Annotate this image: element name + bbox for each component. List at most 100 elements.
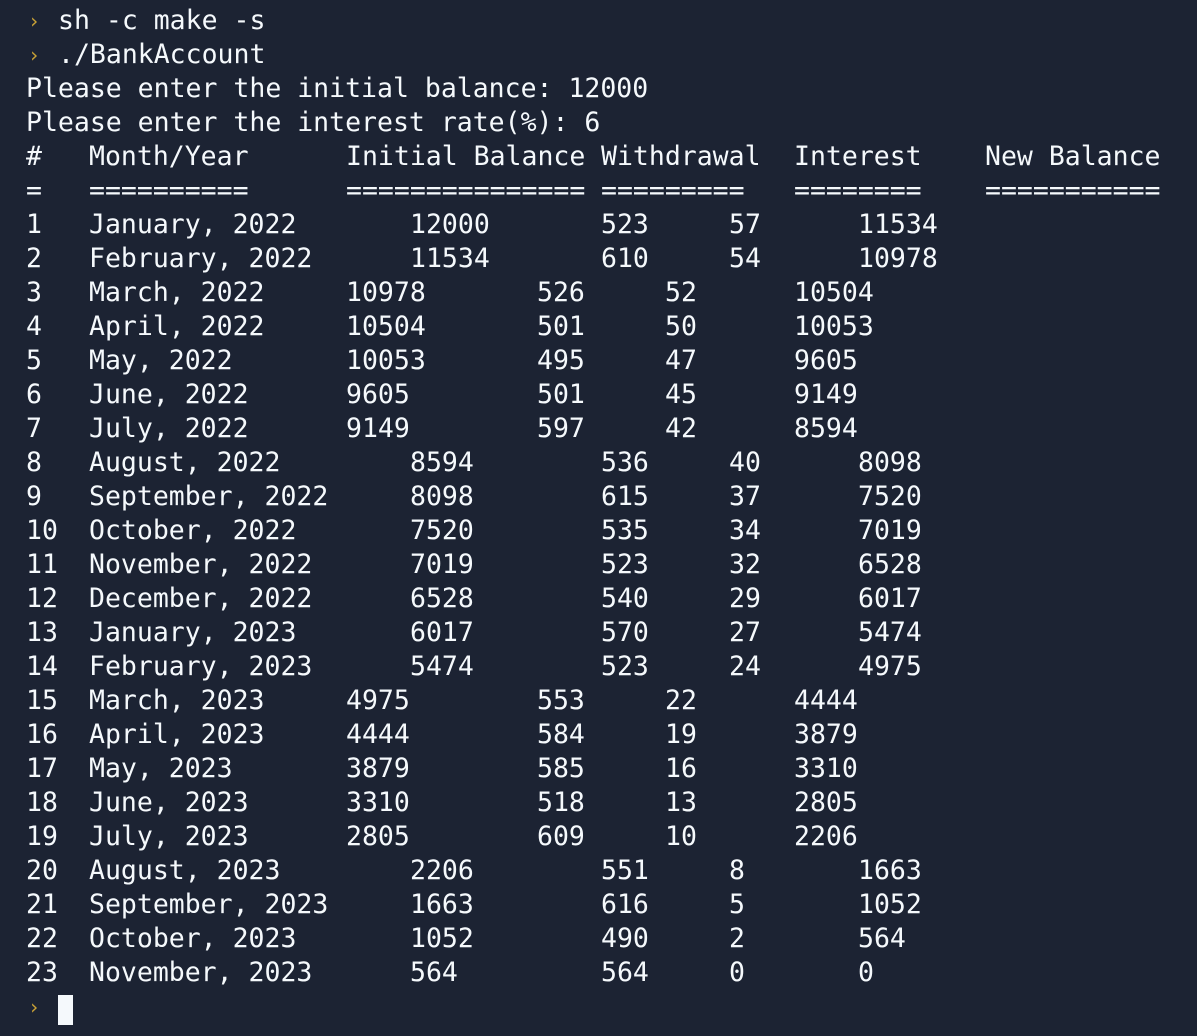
header-initial-balance: Initial Balance: [346, 141, 586, 172]
row-interest: 37: [729, 481, 761, 512]
table-row: 18 June, 2023 3310 518 13 2805: [0, 786, 1197, 820]
row-month-year: October, 2022: [89, 515, 297, 546]
row-withdrawal: 616: [601, 889, 649, 920]
row-initial-balance: 2206: [410, 855, 474, 886]
interest-rate-prompt-text: Please enter the interest rate(%): 6: [26, 107, 601, 138]
row-new-balance: 10053: [794, 311, 874, 342]
row-initial-balance: 564: [410, 957, 458, 988]
header-withdrawal: Withdrawal: [601, 141, 761, 172]
row-month-year: July, 2023: [89, 821, 249, 852]
row-initial-balance: 2805: [346, 821, 410, 852]
table-row: 4 April, 2022 10504 501 50 10053: [0, 310, 1197, 344]
row-interest: 27: [729, 617, 761, 648]
row-new-balance: 1052: [858, 889, 922, 920]
row-initial-balance: 8098: [410, 481, 474, 512]
row-interest: 19: [665, 719, 697, 750]
row-number: 16: [26, 719, 58, 750]
row-month-year: May, 2023: [89, 753, 233, 784]
row-number: 15: [26, 685, 58, 716]
row-withdrawal: 536: [601, 447, 649, 478]
row-withdrawal: 610: [601, 243, 649, 274]
row-number: 18: [26, 787, 58, 818]
table-body: 1 January, 2022 12000 523 57 11534 2 February, …: [0, 208, 1197, 990]
row-interest: 22: [665, 685, 697, 716]
row-interest: 34: [729, 515, 761, 546]
row-number: 9: [26, 481, 42, 512]
row-withdrawal: 490: [601, 923, 649, 954]
row-month-year: April, 2022: [89, 311, 265, 342]
row-month-year: July, 2022: [89, 413, 249, 444]
row-initial-balance: 8594: [410, 447, 474, 478]
row-interest: 13: [665, 787, 697, 818]
row-number: 1: [26, 209, 42, 240]
row-month-year: February, 2023: [89, 651, 313, 682]
underline-interest: ========: [794, 175, 922, 206]
row-initial-balance: 7520: [410, 515, 474, 546]
row-month-year: June, 2022: [89, 379, 249, 410]
row-new-balance: 6017: [858, 583, 922, 614]
row-number: 21: [26, 889, 58, 920]
row-month-year: December, 2022: [89, 583, 313, 614]
row-month-year: April, 2023: [89, 719, 265, 750]
underline-withdrawal: =========: [601, 175, 745, 206]
row-number: 7: [26, 413, 42, 444]
row-month-year: August, 2022: [89, 447, 281, 478]
row-withdrawal: 570: [601, 617, 649, 648]
table-row: 3 March, 2022 10978 526 52 10504: [0, 276, 1197, 310]
row-new-balance: 7520: [858, 481, 922, 512]
row-interest: 24: [729, 651, 761, 682]
row-withdrawal: 535: [601, 515, 649, 546]
header-month-year: Month/Year: [89, 141, 249, 172]
row-number: 8: [26, 447, 42, 478]
row-interest: 57: [729, 209, 761, 240]
table-row: 1 January, 2022 12000 523 57 11534: [0, 208, 1197, 242]
table-row: 14 February, 2023 5474 523 24 4975: [0, 650, 1197, 684]
table-row: 8 August, 2022 8594 536 40 8098: [0, 446, 1197, 480]
row-new-balance: 9605: [794, 345, 858, 376]
row-withdrawal: 495: [537, 345, 585, 376]
row-initial-balance: 9149: [346, 413, 410, 444]
header-new-balance: New Balance: [985, 141, 1161, 172]
command-text: sh -c make -s: [58, 5, 266, 36]
row-number: 5: [26, 345, 42, 376]
row-month-year: March, 2022: [89, 277, 265, 308]
row-interest: 54: [729, 243, 761, 274]
row-initial-balance: 3879: [346, 753, 410, 784]
balance-prompt-text: Please enter the initial balance: 12000: [26, 73, 649, 104]
table-header-row: # Month/Year Initial Balance Withdrawal …: [0, 140, 1197, 174]
row-number: 14: [26, 651, 58, 682]
table-row: 20 August, 2023 2206 551 8 1663: [0, 854, 1197, 888]
row-withdrawal: 597: [537, 413, 585, 444]
table-row: 2 February, 2022 11534 610 54 10978: [0, 242, 1197, 276]
row-new-balance: 2206: [794, 821, 858, 852]
row-number: 12: [26, 583, 58, 614]
row-new-balance: 8594: [794, 413, 858, 444]
table-row: 16 April, 2023 4444 584 19 3879: [0, 718, 1197, 752]
row-new-balance: 0: [858, 957, 874, 988]
row-new-balance: 11534: [858, 209, 938, 240]
row-new-balance: 8098: [858, 447, 922, 478]
row-interest: 0: [729, 957, 745, 988]
row-initial-balance: 1052: [410, 923, 474, 954]
row-month-year: November, 2022: [89, 549, 313, 580]
row-month-year: January, 2023: [89, 617, 297, 648]
row-initial-balance: 11534: [410, 243, 490, 274]
row-new-balance: 3879: [794, 719, 858, 750]
row-initial-balance: 6528: [410, 583, 474, 614]
row-number: 19: [26, 821, 58, 852]
active-prompt-line[interactable]: ›: [0, 990, 1197, 1025]
row-withdrawal: 584: [537, 719, 585, 750]
row-initial-balance: 10978: [346, 277, 426, 308]
row-number: 22: [26, 923, 58, 954]
row-withdrawal: 523: [601, 651, 649, 682]
row-number: 10: [26, 515, 58, 546]
cursor-block: [58, 995, 73, 1025]
row-month-year: November, 2023: [89, 957, 313, 988]
table-underline-row: = ========== =============== ========= =…: [0, 174, 1197, 208]
row-interest: 50: [665, 311, 697, 342]
row-number: 4: [26, 311, 42, 342]
prompt-chevron-icon: ›: [28, 9, 41, 33]
row-new-balance: 10504: [794, 277, 874, 308]
header-interest: Interest: [794, 141, 922, 172]
